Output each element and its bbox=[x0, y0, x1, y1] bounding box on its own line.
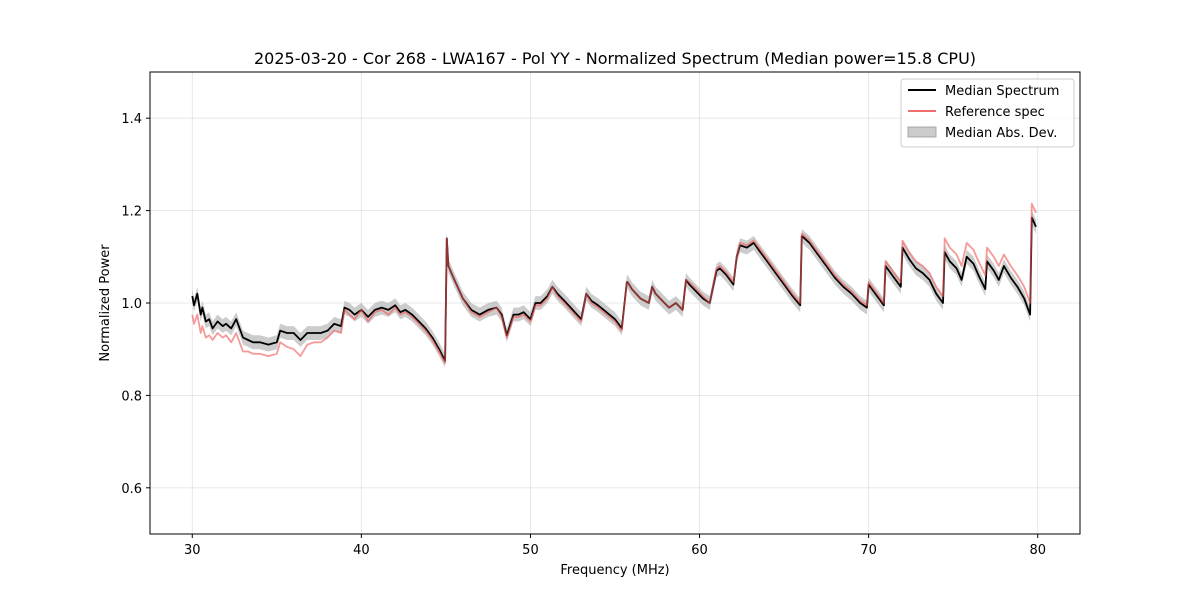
y-tick-label: 0.6 bbox=[121, 482, 142, 497]
reference-spectrum-line bbox=[191, 202, 1037, 365]
x-tick-label: 60 bbox=[691, 543, 708, 558]
x-tick-label: 50 bbox=[522, 543, 539, 558]
y-tick-label: 1.4 bbox=[121, 112, 142, 127]
legend-label-median: Median Spectrum bbox=[945, 84, 1059, 99]
y-axis-label: Normalized Power bbox=[98, 244, 113, 362]
chart-title: 2025-03-20 - Cor 268 - LWA167 - Pol YY -… bbox=[254, 49, 976, 68]
y-axis-ticks: 0.6 0.8 1.0 1.2 1.4 bbox=[121, 112, 150, 497]
legend: Median Spectrum Reference spec Median Ab… bbox=[900, 78, 1075, 148]
y-tick-label: 1.0 bbox=[121, 297, 142, 312]
x-tick-label: 80 bbox=[1029, 543, 1046, 558]
x-axis-ticks: 30 40 50 60 70 80 bbox=[184, 534, 1046, 558]
x-tick-label: 40 bbox=[353, 543, 370, 558]
legend-box bbox=[900, 78, 1075, 148]
x-axis-label: Frequency (MHz) bbox=[560, 563, 669, 578]
legend-swatch-mad bbox=[907, 126, 937, 138]
y-tick-label: 0.8 bbox=[121, 389, 142, 404]
legend-label-mad: Median Abs. Dev. bbox=[945, 126, 1057, 141]
series-lines bbox=[191, 202, 1037, 365]
x-tick-label: 70 bbox=[860, 543, 877, 558]
x-tick-label: 30 bbox=[184, 543, 201, 558]
y-tick-label: 1.2 bbox=[121, 205, 142, 220]
legend-label-reference: Reference spec bbox=[945, 105, 1045, 120]
